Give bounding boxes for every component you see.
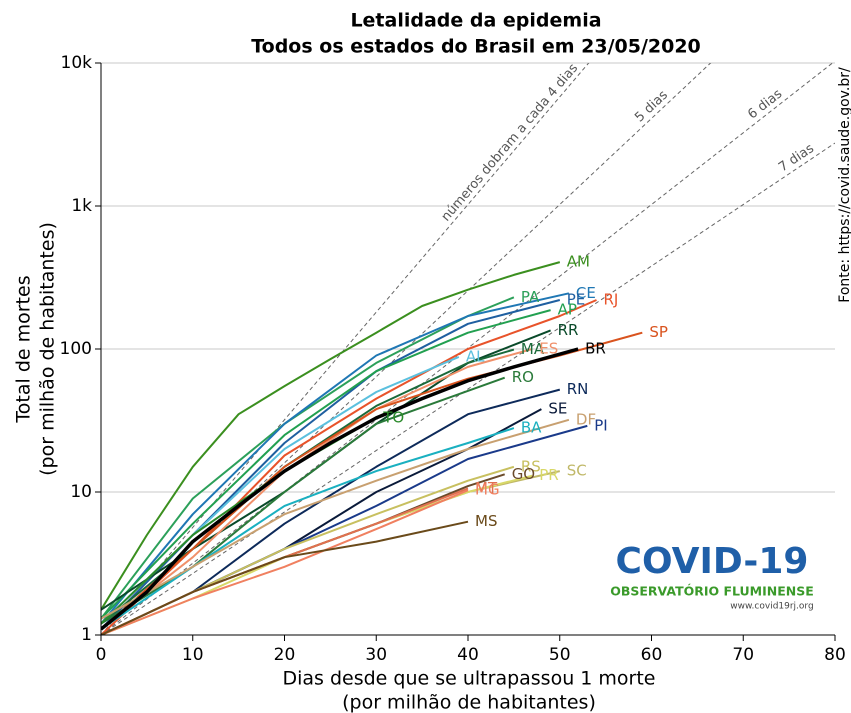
x-tick-label: 40 [457,645,479,665]
source-note: Fonte: https://covid.saude.gov.br/ [837,67,851,303]
series-label: CE [576,284,596,302]
series-label: PE [567,291,586,309]
series-label: RN [567,380,589,398]
logo: COVID-19 OBSERVATÓRIO FLUMINENSE www.cov… [610,541,814,612]
y-tick-label: 10 [70,482,92,502]
series-label: BR [585,340,606,358]
series-label: DF [576,410,596,428]
chart-title: Letalidade da epidemia [350,10,601,32]
series-label: PA [521,288,540,306]
series-line [101,309,551,620]
x-tick-label: 10 [182,645,204,665]
series-label: TO [382,408,404,426]
x-axis-label: (por milhão de habitantes) [342,692,596,713]
y-axis-label: Total de mortes [13,275,35,423]
series-line [101,424,588,635]
series-label: AM [567,253,590,271]
series-label: MT [475,479,498,497]
y-tick-label: 10k [61,53,93,73]
y-tick-label: 100 [60,339,92,359]
series-line [101,261,561,611]
reference-line [101,142,835,635]
series-line [101,418,570,620]
series-label: SP [649,323,668,341]
series-label: PR [539,466,558,484]
series-line [101,520,469,635]
series-label: PI [594,416,607,434]
series-line [101,489,469,635]
series-line [101,348,533,630]
series-line [101,292,570,625]
y-axis-label: (por milhão de habitantes) [37,222,59,476]
logo-url: www.covid19rj.org [730,602,813,612]
x-tick-label: 70 [732,645,754,665]
series-label: SC [567,462,587,480]
x-tick-label: 0 [96,645,107,665]
series-label: MS [475,512,497,530]
series-label: MA [521,340,545,358]
series-line [101,427,515,630]
series-line [101,474,533,635]
series-label: AP [558,301,577,319]
series-label: MG [475,481,500,499]
x-tick-label: 20 [274,645,296,665]
x-tick-label: 30 [365,645,387,665]
series-label: RO [512,368,534,386]
series-label: GO [512,465,535,483]
series-label: SE [548,400,567,418]
logo-org: OBSERVATÓRIO FLUMINENSE [610,584,814,599]
series-label: AL [466,347,485,365]
chart-subtitle: Todos os estados do Brasil em 23/05/2020 [251,36,701,58]
series-label: RJ [603,291,618,309]
y-tick-label: 1 [81,625,92,645]
plot-area [101,63,835,635]
x-tick-label: 80 [824,645,846,665]
series-label: RS [521,457,541,475]
y-tick-label: 1k [71,196,92,216]
series-label: ES [539,340,558,358]
series-line [101,347,579,631]
series-line [101,376,506,625]
x-tick-label: 50 [549,645,571,665]
series-line [101,296,515,620]
series-label: BA [521,419,542,437]
series-label: RR [558,321,579,339]
logo-title: COVID-19 [616,541,809,582]
reference-label: 7 dias [776,141,817,175]
reference-label: 5 dias [632,88,671,126]
x-axis-label: Dias desde que se ultrapassou 1 morte [282,668,655,690]
reference-label: números dobram a cada 4 dias [439,61,582,225]
x-tick-label: 60 [641,645,663,665]
